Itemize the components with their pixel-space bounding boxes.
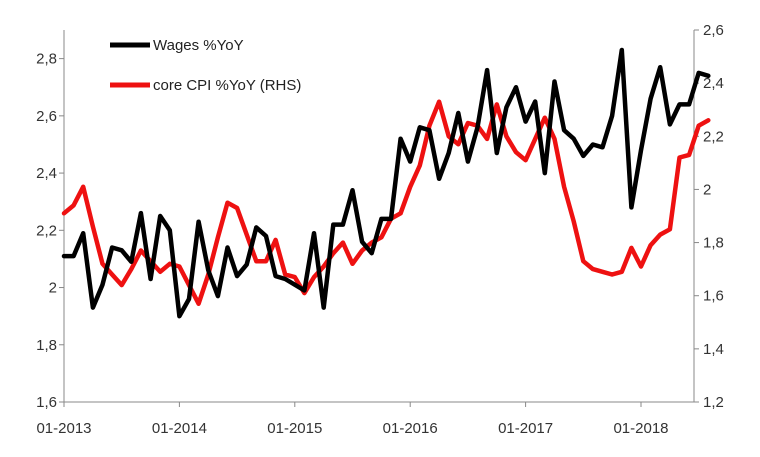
legend-label-core-cpi: core CPI %YoY (RHS): [153, 77, 301, 94]
left-tick-label: 1,6: [36, 394, 57, 411]
x-tick-label: 01-2013: [36, 420, 91, 437]
legend: Wages %YoY core CPI %YoY (RHS): [110, 37, 301, 94]
right-tick-label: 1,6: [703, 288, 724, 305]
series-layer: [61, 47, 711, 319]
right-tick-label: 1,8: [703, 235, 724, 252]
series-line-wages: [61, 47, 711, 319]
left-y-ticks: 1,6 1,8 2 2,2 2,4 2,6 2,8: [36, 51, 64, 411]
right-tick-label: 1,2: [703, 394, 724, 411]
left-tick-label: 2,4: [36, 165, 57, 182]
series-line-core-cpi: [61, 99, 711, 306]
x-tick-label: 01-2014: [152, 420, 207, 437]
left-tick-label: 2: [49, 280, 57, 297]
x-tick-label: 01-2016: [383, 420, 438, 437]
x-tick-label: 01-2017: [498, 420, 553, 437]
right-tick-label: 2: [703, 181, 711, 198]
left-tick-label: 2,2: [36, 222, 57, 239]
right-tick-label: 2,4: [703, 75, 724, 92]
legend-item-wages: Wages %YoY: [110, 37, 244, 54]
left-tick-label: 1,8: [36, 337, 57, 354]
legend-label-wages: Wages %YoY: [153, 37, 244, 54]
x-tick-label: 01-2018: [613, 420, 668, 437]
plot-area: 1,6 1,8 2 2,2 2,4 2,6 2,8 1,2 1,4 1,6 1,8 2 2,2 2,4 2…: [36, 22, 724, 437]
legend-item-core-cpi: core CPI %YoY (RHS): [110, 77, 301, 94]
x-tick-label: 01-2015: [267, 420, 322, 437]
right-y-ticks: 1,2 1,4 1,6 1,8 2 2,2 2,4 2,6: [694, 22, 724, 411]
left-tick-label: 2,8: [36, 51, 57, 68]
right-tick-label: 2,2: [703, 128, 724, 145]
left-tick-label: 2,6: [36, 108, 57, 125]
right-tick-label: 2,6: [703, 22, 724, 39]
x-ticks: 01-2013 01-2014 01-2015 01-2016 01-2017 01-20…: [36, 402, 669, 437]
right-tick-label: 1,4: [703, 341, 724, 358]
